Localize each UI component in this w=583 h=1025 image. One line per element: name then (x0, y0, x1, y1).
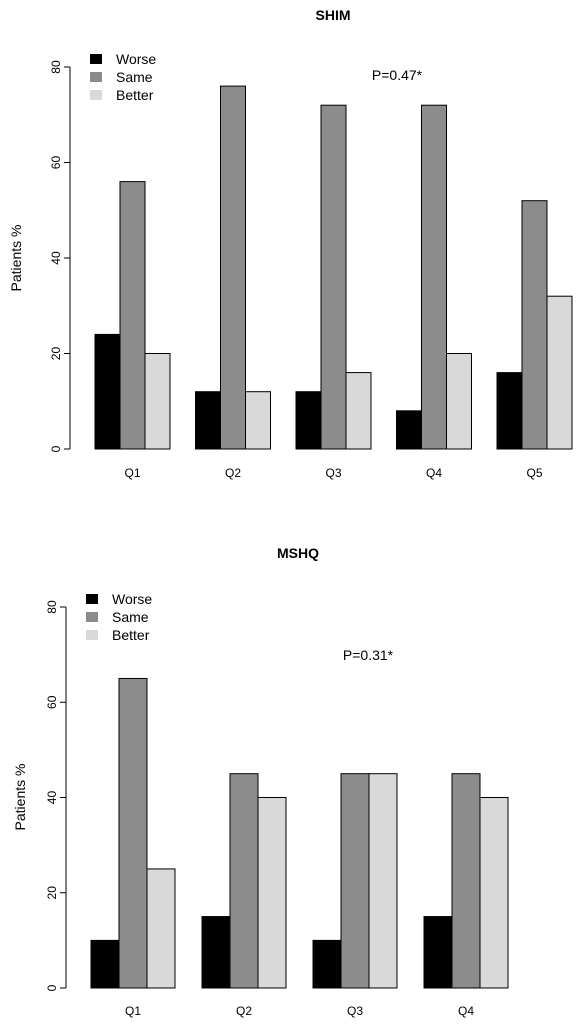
bar-worse-q4 (423, 916, 453, 989)
bar-same-q3 (340, 773, 370, 989)
bar-same-q2 (220, 85, 246, 450)
legend-label-same: Same (116, 69, 153, 85)
bar-worse-q3 (312, 939, 342, 989)
bar-worse-q2 (195, 391, 221, 450)
legend-label-better: Better (112, 627, 150, 643)
bar-better-q4 (479, 797, 509, 989)
legend-swatch-better (90, 90, 102, 100)
x-tick-label: Q1 (124, 466, 140, 480)
bar-worse-q4 (396, 410, 422, 450)
bar-worse-q5 (496, 372, 523, 450)
legend-label-worse: Worse (112, 591, 152, 607)
bar-better-q4 (446, 353, 472, 450)
legend-swatch-same (86, 612, 98, 622)
bar-same-q1 (119, 181, 146, 450)
x-tick-label: Q4 (458, 1004, 474, 1018)
legend-swatch-same (90, 72, 102, 82)
y-tick-label: 80 (45, 600, 59, 614)
bar-same-q3 (320, 104, 347, 450)
bar-same-q1 (118, 677, 148, 989)
x-tick-label: Q2 (225, 466, 241, 480)
y-tick-label: 60 (45, 695, 59, 709)
bar-worse-q3 (295, 391, 322, 450)
y-tick-label: 20 (45, 886, 59, 900)
legend-swatch-worse (90, 54, 102, 64)
bar-better-q3 (345, 372, 372, 450)
y-tick-label: 0 (45, 984, 59, 991)
p-value-annotation: P=0.47* (372, 67, 423, 83)
legend-label-same: Same (112, 609, 149, 625)
bar-better-q1 (146, 868, 176, 989)
legend-swatch-better (86, 630, 98, 640)
legend-swatch-worse (86, 594, 98, 604)
p-value-annotation: P=0.31* (343, 647, 394, 663)
bar-worse-q2 (201, 916, 231, 989)
chart-panel-mshq: MSHQ 0 20 40 60 80 Patients % Q1 Q2 Q3 Q4 Worse Same… (12, 545, 509, 1018)
bar-better-q3 (368, 773, 398, 989)
x-tick-label: Q4 (426, 466, 442, 480)
y-tick-label: 40 (45, 791, 59, 805)
y-tick-label: 80 (49, 60, 63, 74)
bar-better-q1 (144, 353, 171, 450)
y-tick-label: 60 (49, 156, 63, 170)
bar-better-q5 (546, 295, 573, 450)
y-tick-label: 40 (49, 251, 63, 265)
bar-worse-q1 (90, 939, 120, 989)
chart-panel-shim: SHIM 0 20 40 60 80 Patients % Q1 Q2 Q3 Q4 Q5 Worse Sa… (8, 7, 573, 480)
y-tick-label: 20 (49, 347, 63, 361)
x-tick-label: Q1 (125, 1004, 141, 1018)
bar-better-q2 (245, 391, 271, 450)
bar-worse-q1 (94, 333, 121, 450)
y-axis-label: Patients % (12, 764, 28, 831)
x-tick-label: Q5 (526, 466, 542, 480)
x-tick-label: Q2 (236, 1004, 252, 1018)
x-tick-label: Q3 (347, 1004, 363, 1018)
chart-title: SHIM (316, 7, 351, 23)
y-axis-label: Patients % (8, 225, 24, 292)
bar-better-q2 (257, 797, 287, 989)
chart-title: MSHQ (277, 545, 319, 561)
x-tick-label: Q3 (325, 466, 341, 480)
legend-label-worse: Worse (116, 51, 156, 67)
bar-same-q2 (229, 773, 259, 989)
bar-same-q4 (421, 104, 447, 450)
bar-same-q5 (521, 200, 548, 450)
bar-same-q4 (451, 773, 481, 989)
y-tick-label: 0 (49, 445, 63, 452)
legend-label-better: Better (116, 87, 154, 103)
